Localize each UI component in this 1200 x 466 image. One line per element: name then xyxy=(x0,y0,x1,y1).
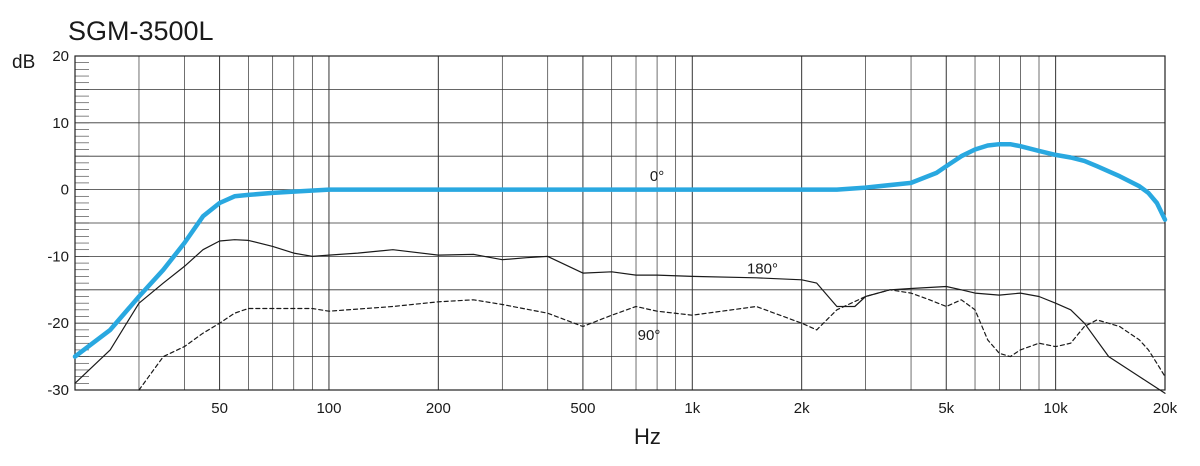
x-tick-label: 50 xyxy=(211,400,228,417)
series-line xyxy=(74,239,1166,394)
series-labels: 0° 180° 90° xyxy=(638,168,778,344)
y-axis-label: dB xyxy=(12,52,35,73)
x-tick-label: 500 xyxy=(570,400,595,417)
y-tick-label: 0 xyxy=(61,182,69,199)
series-lines xyxy=(72,141,1168,394)
x-tick-label: 5k xyxy=(938,400,954,417)
series-label: 0° xyxy=(650,168,664,185)
series-line xyxy=(138,289,1166,391)
y-tick-label: -10 xyxy=(47,248,69,265)
y-tick-label: 10 xyxy=(52,115,69,132)
y-tick-label: -30 xyxy=(47,382,69,399)
x-tick-label: 100 xyxy=(316,400,341,417)
series-label: 90° xyxy=(638,327,661,344)
x-tick-label: 10k xyxy=(1044,400,1069,417)
plot-frame xyxy=(74,55,1166,391)
y-tick-label: -20 xyxy=(47,315,69,332)
chart-title: SGM-3500L xyxy=(68,16,214,46)
x-tick-label: 200 xyxy=(426,400,451,417)
plot-border xyxy=(74,55,1166,391)
x-axis-ticks: 50 100 200 500 1k 2k 5k 10k 20k xyxy=(211,400,1177,417)
y-axis-ticks: 20 10 0 -10 -20 -30 xyxy=(47,48,69,399)
series-label: 180° xyxy=(747,260,778,277)
x-axis-label: Hz xyxy=(634,424,661,449)
series-line xyxy=(72,141,1168,359)
x-tick-label: 20k xyxy=(1153,400,1178,417)
grid xyxy=(75,55,1165,391)
x-tick-label: 2k xyxy=(794,400,810,417)
y-tick-label: 20 xyxy=(52,48,69,65)
x-tick-label: 1k xyxy=(684,400,700,417)
